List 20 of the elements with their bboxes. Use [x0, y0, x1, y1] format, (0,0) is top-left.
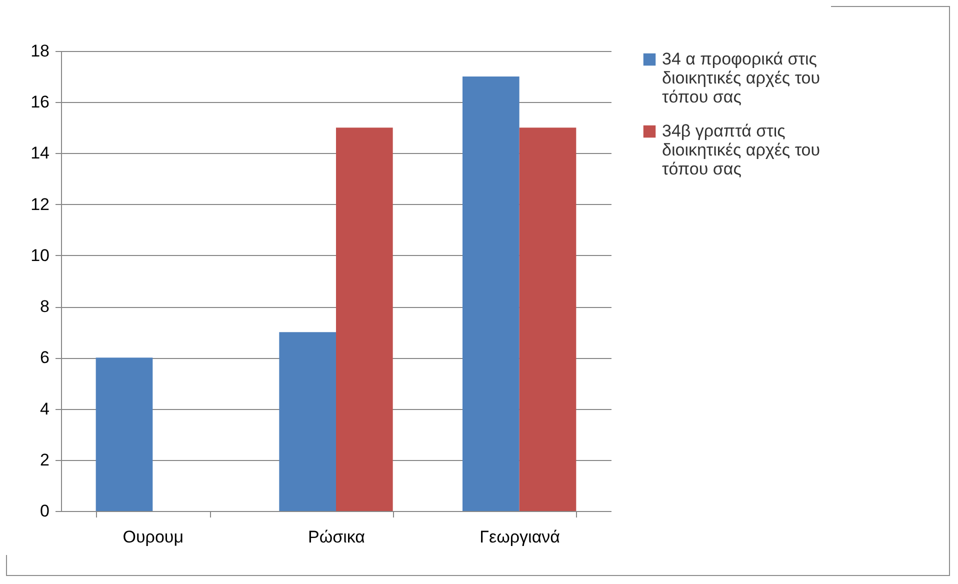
x-tick-label: Ουρουμ: [122, 528, 184, 546]
y-tick-label: 18: [30, 42, 50, 60]
y-tick-label: 4: [40, 399, 50, 418]
bar: [96, 358, 153, 511]
y-tick-label: 10: [30, 246, 50, 265]
y-tick-label: 2: [40, 450, 50, 470]
y-tick-label: 14: [30, 144, 50, 163]
y-tick-label: 8: [40, 297, 50, 316]
x-tick-label: Γεωργιανά: [480, 528, 560, 546]
bar: [519, 128, 576, 511]
x-tick-label: Ρώσικα: [308, 528, 366, 546]
y-tick-label: 6: [40, 348, 50, 368]
y-tick-label: 16: [30, 92, 50, 112]
legend-label: 34 α προφορικά στις διοικητικές αρχές του τόπου σας: [662, 50, 820, 106]
bar: [462, 76, 520, 511]
legend-label: 34β γραπτά στις διοικητικές αρχές του τόπου σας: [662, 122, 820, 178]
y-tick-label: 0: [40, 502, 50, 520]
y-tick-label: 12: [30, 194, 50, 214]
bar: [279, 332, 336, 511]
bar: [336, 128, 393, 511]
